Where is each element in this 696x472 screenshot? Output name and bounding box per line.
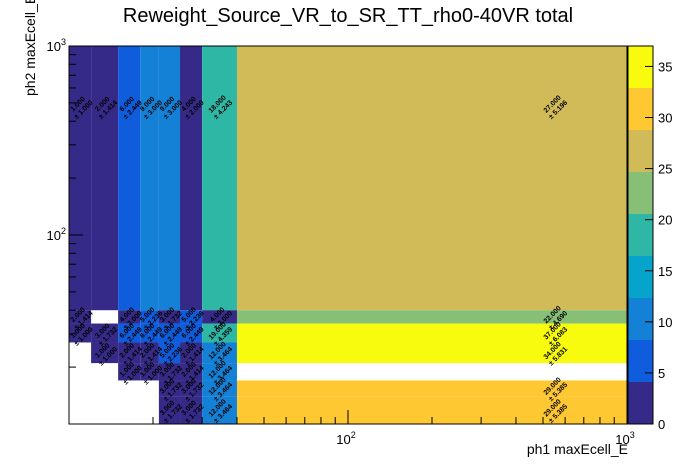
heatmap-cell: [180, 342, 203, 364]
colorbar-segment: [628, 277, 653, 298]
colorbar-segment: [628, 235, 653, 256]
heatmap-cell: [140, 323, 159, 343]
colorbar-tick-label: 30: [658, 111, 672, 126]
colorbar-segment: [628, 403, 653, 424]
heatmap-cell: [118, 46, 141, 311]
heatmap-cell: [180, 363, 203, 381]
colorbar-tick-label: 25: [658, 162, 672, 177]
heatmap-cell: [158, 363, 181, 381]
heatmap-cell: [140, 46, 159, 311]
colorbar-tick-label: 35: [658, 59, 672, 74]
heatmap-cell: [202, 323, 237, 343]
heatmap-cell: [202, 46, 237, 311]
colorbar-tick-label: 15: [658, 264, 672, 279]
heatmap-cell: [236, 380, 627, 397]
heatmap-cell: [118, 323, 141, 343]
colorbar-segment: [628, 256, 653, 277]
heatmap-cell: [202, 380, 237, 397]
heatmap-cell: [91, 323, 119, 343]
x-tick-base: 10: [615, 432, 629, 447]
x-tick-base: 10: [336, 432, 350, 447]
colorbar-segment: [628, 340, 653, 361]
heatmap-cell: [91, 342, 119, 364]
colorbar-segment: [628, 109, 653, 130]
colorbar-segment: [628, 319, 653, 340]
colorbar-segment: [628, 214, 653, 235]
y-tick-exp: 2: [61, 226, 66, 236]
heatmap-cell: [118, 310, 141, 324]
heatmap-cell: [158, 46, 181, 311]
heatmap-cell: [236, 46, 627, 311]
colorbar-segment: [628, 172, 653, 193]
heatmap-cell: [69, 310, 92, 324]
heatmap-cell: [118, 342, 141, 364]
heatmap-cell: [180, 396, 203, 424]
heatmap-cells: [69, 46, 627, 424]
heatmap-cell: [140, 310, 159, 324]
x-axis-label: ph1 maxEcell_E: [526, 441, 628, 457]
heatmap-cell: [69, 323, 92, 343]
heatmap-cell: [118, 363, 141, 381]
heatmap-cell: [140, 363, 159, 381]
x-tick-exp: 2: [351, 430, 356, 440]
heatmap-cell: [158, 380, 181, 397]
colorbar: 0 5 10 15 20 25 30 35: [627, 45, 672, 432]
x-tick-exp: 3: [630, 430, 635, 440]
x-tick-label: 102: [336, 430, 355, 447]
heatmap-cell: [236, 342, 627, 364]
colorbar-segment: [628, 298, 653, 319]
y-axis-label: ph2 maxEcell_E: [22, 0, 38, 96]
colorbar-segment: [628, 67, 653, 88]
y-tick-base: 10: [47, 228, 61, 243]
colorbar-tick-label: 0: [658, 417, 665, 432]
heatmap-cell: [202, 342, 237, 364]
heatmap-cell: [180, 380, 203, 397]
heatmap-cell: [158, 342, 181, 364]
heatmap-cell: [158, 396, 181, 424]
y-tick-base: 10: [47, 39, 61, 54]
heatmap-cell: [140, 342, 159, 364]
heatmap-cell: [236, 310, 627, 324]
heatmap-cell: [202, 363, 237, 381]
colorbar-frame: [627, 45, 654, 425]
heatmap-cell: [158, 323, 181, 343]
colorbar-segment: [628, 361, 653, 382]
heatmap-cell: [180, 46, 203, 311]
chart-title: Reweight_Source_VR_to_SR_TT_rho0-40VR to…: [122, 5, 574, 27]
colorbar-segment: [628, 88, 653, 109]
colorbar-segment: [628, 151, 653, 172]
colorbar-segment: [628, 46, 653, 67]
heatmap-cell: [180, 310, 203, 324]
colorbar-tick-label: 10: [658, 315, 672, 330]
heatmap-cell: [202, 310, 237, 324]
heatmap-cell: [180, 323, 203, 343]
heatmap-cell: [158, 310, 181, 324]
heatmap-cell: [236, 323, 627, 343]
colorbar-segment: [628, 382, 653, 403]
colorbar-tick-label: 5: [658, 366, 665, 381]
heatmap-cell: [202, 396, 237, 424]
y-tick-label: 103: [47, 37, 66, 54]
colorbar-segment: [628, 130, 653, 151]
heatmap-cell: [91, 46, 119, 311]
y-tick-label: 102: [47, 226, 66, 243]
y-tick-exp: 3: [61, 37, 66, 47]
colorbar-tick-label: 20: [658, 213, 672, 228]
x-tick-label: 103: [615, 430, 634, 447]
heatmap-cell: [69, 46, 92, 311]
colorbar-segment: [628, 193, 653, 214]
